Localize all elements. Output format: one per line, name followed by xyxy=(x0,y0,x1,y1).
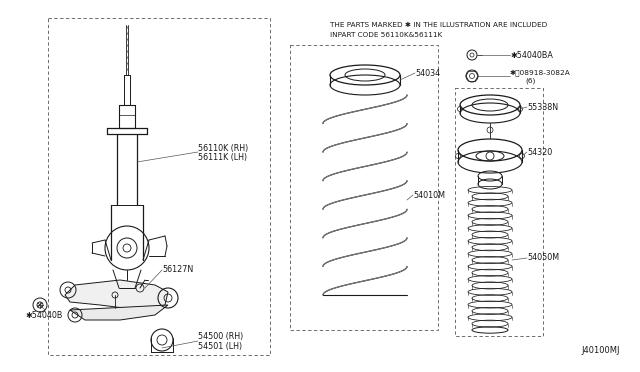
Text: 54500 (RH): 54500 (RH) xyxy=(198,333,243,341)
Text: THE PARTS MARKED ✱ IN THE ILLUSTRATION ARE INCLUDED: THE PARTS MARKED ✱ IN THE ILLUSTRATION A… xyxy=(330,22,547,28)
Text: 54320: 54320 xyxy=(527,148,552,157)
Text: 54501 (LH): 54501 (LH) xyxy=(198,341,242,350)
Text: J40100MJ: J40100MJ xyxy=(582,346,620,355)
Text: 54050M: 54050M xyxy=(527,253,559,263)
Text: ✱ⓝ08918-3082A: ✱ⓝ08918-3082A xyxy=(510,70,571,76)
Text: 56127N: 56127N xyxy=(162,266,193,275)
Text: 56111K (LH): 56111K (LH) xyxy=(198,153,247,161)
Polygon shape xyxy=(65,280,168,310)
Text: INPART CODE 56110K&56111K: INPART CODE 56110K&56111K xyxy=(330,32,442,38)
Text: 54010M: 54010M xyxy=(413,190,445,199)
Bar xyxy=(48,18,270,355)
Text: 55338N: 55338N xyxy=(527,103,558,112)
Text: 56110K (RH): 56110K (RH) xyxy=(198,144,248,153)
Text: 54034: 54034 xyxy=(415,68,440,77)
Text: ✱54040BA: ✱54040BA xyxy=(510,51,553,60)
Polygon shape xyxy=(70,305,168,320)
Bar xyxy=(455,88,543,336)
Text: ✱54040B: ✱54040B xyxy=(25,311,62,320)
Text: (6): (6) xyxy=(525,78,536,84)
Bar xyxy=(290,45,438,330)
